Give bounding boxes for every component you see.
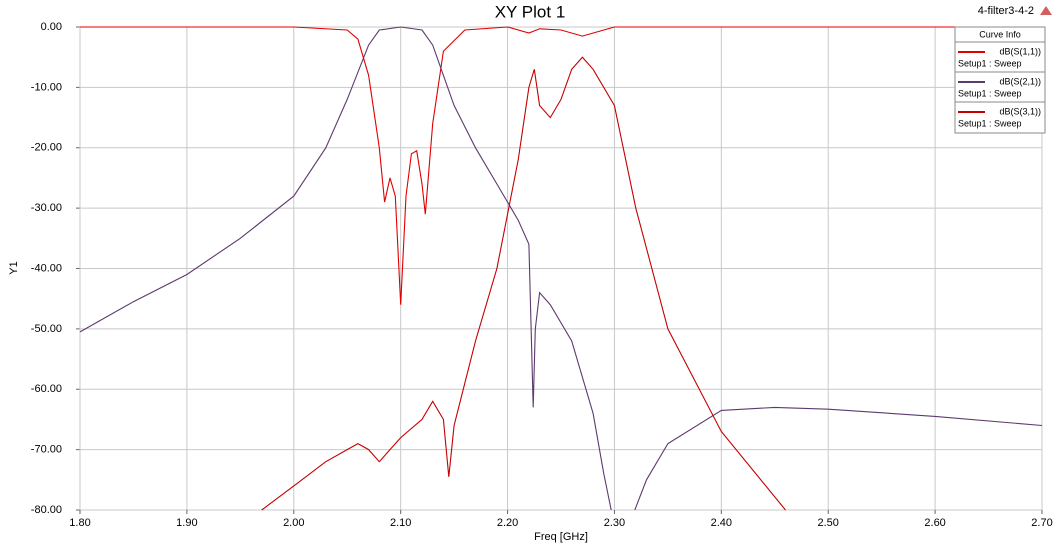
legend-title: Curve Info [979,29,1021,39]
y-tick-label: -10.00 [31,81,62,93]
legend: Curve Info dB(S(1,1)) Setup1 : Sweep dB(S(… [954,26,1046,134]
legend-box [954,26,1046,134]
series-line [80,26,1042,305]
x-tick-label: 1.80 [69,517,90,529]
project-name: 4-filter3-4-2 [978,5,1034,17]
legend-setup: Setup1 : Sweep [958,118,1022,128]
y-tick-label: -60.00 [31,383,62,395]
y-tick-label: -50.00 [31,323,62,335]
y-tick-label: -70.00 [31,444,62,456]
x-tick-label: 2.20 [497,517,518,529]
series-line [79,26,1043,511]
x-tick-label: 2.10 [390,517,411,529]
legend-setup: Setup1 : Sweep [958,88,1022,98]
legend-label: dB(S(1,1)) [999,46,1041,56]
chart-title: XY Plot 1 [495,2,566,21]
y-tick-label: 0.00 [41,21,62,33]
legend-setup: Setup1 : Sweep [958,58,1022,68]
y-axis-label: Y1 [8,261,20,274]
x-tick-label: 2.40 [711,517,732,529]
x-axis-label: Freq [GHz] [534,531,588,543]
x-tick-label: 1.90 [176,517,197,529]
legend-label: dB(S(2,1)) [999,76,1041,86]
y-tick-label: -20.00 [31,142,62,154]
project-icon[interactable] [1040,6,1052,15]
x-tick-label: 2.60 [924,517,945,529]
x-tick-label: 2.50 [818,517,839,529]
x-tick-label: 2.00 [283,517,304,529]
x-tick-label: 2.30 [604,517,625,529]
series-line [261,56,786,511]
y-tick-label: -80.00 [31,504,62,516]
y-tick-label: -40.00 [31,262,62,274]
x-tick-label: 2.70 [1031,517,1052,529]
y-tick-label: -30.00 [31,202,62,214]
legend-label: dB(S(3,1)) [999,106,1041,116]
